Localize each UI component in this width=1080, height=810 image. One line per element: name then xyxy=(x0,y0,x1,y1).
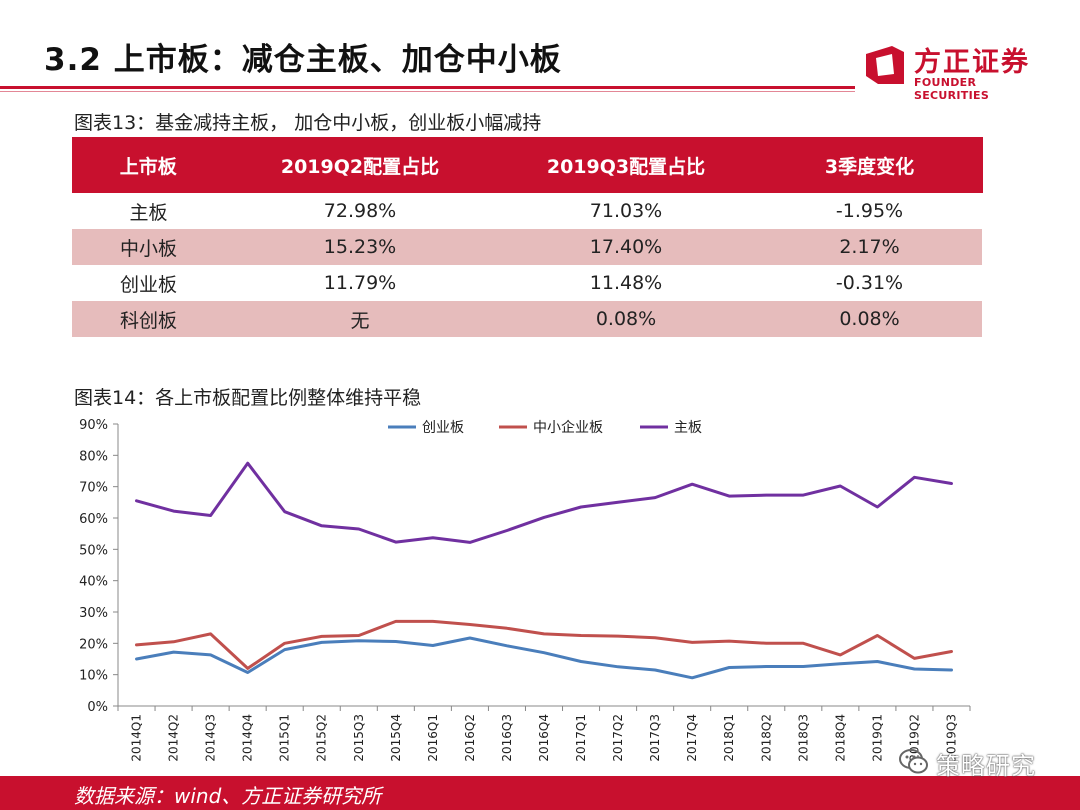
table-cell: -0.31% xyxy=(835,272,904,294)
table-cell: 71.03% xyxy=(589,200,663,222)
x-tick-label: 2016Q3 xyxy=(500,714,514,762)
table-cell: 创业板 xyxy=(119,273,177,296)
table-row: 科创板 无 0.08% 0.08% xyxy=(72,301,982,337)
table-cell: 中小板 xyxy=(72,229,225,265)
x-tick-label: 2018Q4 xyxy=(833,714,847,762)
y-tick-label: 80% xyxy=(79,449,108,464)
footer-bar: 数据来源：wind、方正证券研究所 xyxy=(0,776,1080,810)
logo-mark-icon xyxy=(866,46,904,84)
legend-label: 主板 xyxy=(674,420,702,436)
table-cell: 主板 xyxy=(129,201,168,224)
x-tick-label: 2017Q4 xyxy=(685,714,699,762)
table-header-cell: 上市板 xyxy=(72,137,226,193)
y-tick-label: 70% xyxy=(79,481,108,496)
table-cell: 0.08% xyxy=(757,301,982,337)
y-tick-label: 0% xyxy=(87,700,108,715)
slide-title: 3.2 上市板：减仓主板、加仓中小板 xyxy=(44,42,562,78)
x-tick-label: 2014Q1 xyxy=(130,714,144,762)
table-caption: 图表13：基金减持主板， 加仓中小板，创业板小幅减持 xyxy=(74,112,542,134)
y-tick-label: 20% xyxy=(79,637,108,652)
logo-name-en: FOUNDER SECURITIES xyxy=(914,76,990,102)
table-cell: -1.95% xyxy=(835,200,904,222)
y-tick-label: 10% xyxy=(79,669,108,684)
x-tick-label: 2016Q1 xyxy=(426,714,440,762)
table-cell: 2.17% xyxy=(757,229,982,265)
table-header-cell: 2019Q3配置占比 xyxy=(495,137,758,193)
series-line xyxy=(135,619,953,670)
x-tick-label: 2016Q4 xyxy=(537,714,551,762)
x-tick-label: 2015Q3 xyxy=(352,714,366,762)
x-tick-label: 2019Q1 xyxy=(870,714,884,762)
table-cell: 0.08% xyxy=(495,301,757,337)
wechat-icon xyxy=(899,749,928,774)
x-tick-label: 2015Q2 xyxy=(315,714,329,762)
x-tick-label: 2014Q3 xyxy=(204,714,218,762)
title-rule-thin xyxy=(0,91,855,92)
company-logo: 方正证券 FOUNDER SECURITIES xyxy=(862,40,1052,102)
table-cell: 科创板 xyxy=(72,301,225,337)
table-row: 创业板 11.79% 11.48% -0.31% xyxy=(72,265,982,301)
x-tick-label: 2017Q2 xyxy=(611,714,625,762)
table-cell: 72.98% xyxy=(323,200,397,222)
data-source: 数据来源：wind、方正证券研究所 xyxy=(74,784,382,808)
x-tick-label: 2018Q3 xyxy=(796,714,810,762)
x-tick-label: 2014Q4 xyxy=(241,714,255,762)
x-tick-label: 2014Q2 xyxy=(167,714,181,762)
series-line xyxy=(135,636,953,680)
x-tick-label: 2017Q3 xyxy=(648,714,662,762)
table-cell: 17.40% xyxy=(495,229,757,265)
table-row: 中小板 15.23% 17.40% 2.17% xyxy=(72,229,982,265)
x-tick-label: 2017Q1 xyxy=(574,714,588,762)
series-line xyxy=(135,461,953,544)
y-tick-label: 50% xyxy=(79,543,108,558)
y-tick-label: 40% xyxy=(79,575,108,590)
allocation-line-chart: 0% 10% 20% 30% 40% 50% 60% 70% 80% 90% 2014Q1 2014Q… xyxy=(79,418,971,762)
y-tick-label: 30% xyxy=(79,606,108,621)
x-tick-label: 2015Q4 xyxy=(389,714,403,762)
table-header-row: 上市板 2019Q2配置占比 2019Q3配置占比 3季度变化 xyxy=(72,137,983,193)
title-rule xyxy=(0,86,855,89)
table-header-cell: 2019Q2配置占比 xyxy=(225,137,496,193)
table-cell: 11.48% xyxy=(589,272,663,294)
table-row: 主板 72.98% 71.03% -1.95% xyxy=(72,193,982,229)
legend-label: 中小企业板 xyxy=(533,419,603,436)
table-header-cell: 3季度变化 xyxy=(757,137,983,193)
x-tick-label: 2019Q3 xyxy=(944,714,958,762)
watermark: 策略研究 xyxy=(898,742,1058,782)
table-cell: 15.23% xyxy=(225,229,495,265)
y-tick-label: 60% xyxy=(79,512,108,527)
logo-name-cn: 方正证券 xyxy=(914,47,1030,78)
legend-label: 创业板 xyxy=(422,420,464,436)
table-cell: 无 xyxy=(225,301,495,337)
allocation-table: 上市板 2019Q2配置占比 2019Q3配置占比 3季度变化 主板 72.98… xyxy=(72,137,983,337)
x-tick-label: 2015Q1 xyxy=(278,714,292,762)
y-tick-label: 90% xyxy=(79,418,108,433)
x-tick-label: 2018Q1 xyxy=(722,714,736,762)
chart-caption: 图表14：各上市板配置比例整体维持平稳 xyxy=(74,387,422,409)
table-cell: 11.79% xyxy=(323,272,397,294)
x-tick-label: 2018Q2 xyxy=(759,714,773,762)
watermark-text: 策略研究 xyxy=(936,752,1036,780)
x-tick-label: 2016Q2 xyxy=(463,714,477,762)
